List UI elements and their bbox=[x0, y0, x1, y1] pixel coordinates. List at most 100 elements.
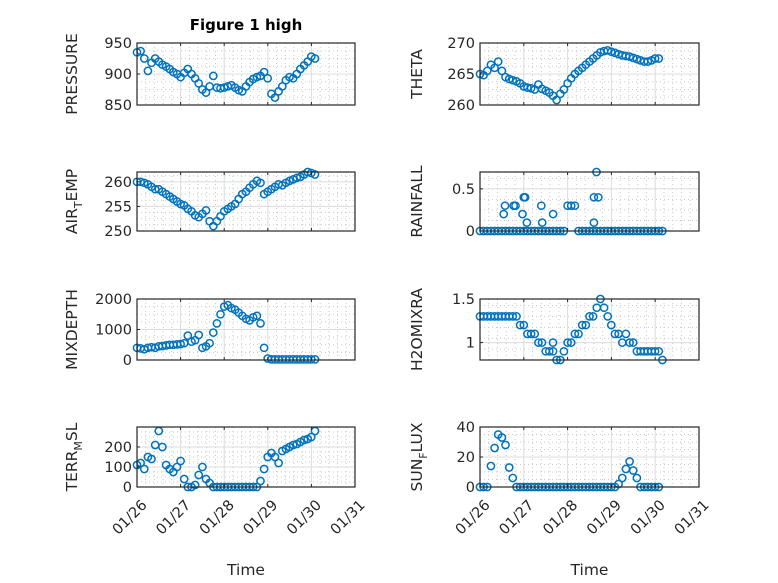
data-point bbox=[522, 218, 532, 227]
data-point bbox=[548, 209, 558, 219]
data-point bbox=[625, 338, 634, 347]
data-point bbox=[270, 93, 280, 102]
data-point bbox=[628, 338, 638, 347]
data-point bbox=[500, 201, 510, 211]
y-tick-label: 900 bbox=[104, 67, 132, 83]
data-point bbox=[563, 338, 572, 347]
data-point bbox=[310, 54, 320, 63]
subplot-h2omixra: 1 1.5 H2OMIXRA bbox=[408, 288, 700, 371]
data-point bbox=[588, 312, 598, 321]
subplot-air-temp: 250 255 260 AIRTEMP bbox=[63, 167, 356, 240]
subplot-pressure: 850 900 950 PRESSURE bbox=[63, 33, 356, 115]
data-point bbox=[650, 346, 660, 356]
data-point bbox=[606, 320, 616, 330]
data-point bbox=[577, 320, 587, 330]
y-tick-label: 950 bbox=[104, 36, 132, 52]
data-point bbox=[650, 54, 660, 63]
data-point bbox=[589, 218, 599, 227]
data-point bbox=[216, 309, 225, 319]
data-point bbox=[628, 53, 638, 63]
data-point bbox=[208, 71, 218, 81]
y-axis-label: H2OMIXRA bbox=[408, 288, 426, 371]
y-tick-label: 850 bbox=[104, 98, 132, 114]
data-point bbox=[201, 88, 211, 97]
data-point bbox=[632, 473, 642, 483]
data-point bbox=[306, 432, 316, 442]
data-point bbox=[606, 47, 616, 57]
y-tick-label: 260 bbox=[447, 98, 475, 114]
y-tick-label: 0 bbox=[123, 480, 132, 496]
y-tick-label: 260 bbox=[104, 175, 132, 191]
data-point bbox=[511, 201, 520, 211]
data-point bbox=[530, 329, 540, 339]
data-point bbox=[499, 209, 509, 219]
data-point bbox=[208, 328, 218, 337]
y-axis-label: TERRMSL bbox=[63, 422, 85, 492]
axes-box bbox=[479, 298, 700, 361]
data-point bbox=[574, 329, 583, 339]
data-point bbox=[617, 473, 627, 483]
data-point bbox=[537, 338, 547, 347]
data-point bbox=[176, 339, 185, 349]
data-point bbox=[259, 67, 269, 77]
data-point bbox=[139, 464, 149, 474]
y-axis-label: SUNFLUX bbox=[408, 422, 430, 491]
data-point bbox=[581, 320, 591, 330]
data-point bbox=[654, 54, 664, 63]
data-point bbox=[299, 435, 309, 445]
data-point bbox=[482, 66, 492, 76]
data-point bbox=[534, 338, 543, 347]
data-point bbox=[537, 218, 547, 227]
axes-background bbox=[480, 299, 699, 360]
data-point bbox=[147, 454, 156, 464]
data-point bbox=[143, 66, 153, 76]
data-point bbox=[198, 462, 207, 472]
y-axis-label: THETA bbox=[408, 49, 426, 100]
y-tick-label: 0 bbox=[123, 353, 132, 369]
y-tick-label: 2000 bbox=[95, 292, 132, 308]
data-point bbox=[593, 192, 603, 202]
data-point bbox=[277, 82, 287, 91]
data-point bbox=[274, 458, 283, 468]
data-point bbox=[504, 463, 514, 472]
data-point bbox=[515, 320, 525, 330]
data-point bbox=[536, 201, 546, 211]
data-point bbox=[150, 184, 160, 194]
data-point bbox=[508, 75, 518, 85]
data-point bbox=[490, 443, 499, 453]
data-point bbox=[508, 312, 518, 321]
figure-title: Figure 1 high bbox=[190, 16, 303, 34]
y-tick-label: 250 bbox=[104, 224, 132, 240]
data-point bbox=[526, 329, 536, 339]
data-point bbox=[259, 464, 269, 474]
data-point bbox=[205, 338, 214, 348]
axes-box bbox=[479, 171, 700, 232]
y-tick-label: 1.5 bbox=[452, 292, 475, 308]
y-tick-label: 255 bbox=[104, 199, 132, 215]
data-point bbox=[194, 330, 204, 340]
data-point bbox=[610, 329, 620, 339]
data-point bbox=[263, 73, 273, 83]
axes-box bbox=[136, 426, 356, 488]
y-tick-label: 100 bbox=[104, 460, 132, 476]
data-point bbox=[548, 338, 558, 347]
data-point bbox=[256, 178, 265, 188]
data-point bbox=[548, 346, 558, 356]
y-tick-label: 265 bbox=[447, 67, 475, 83]
data-point bbox=[292, 173, 302, 183]
data-point bbox=[599, 303, 609, 313]
subplot-rainfall: 0 0.5 RAINFALL bbox=[408, 165, 700, 240]
data-point bbox=[493, 57, 503, 66]
y-tick-label: 0 bbox=[466, 480, 475, 496]
data-point bbox=[603, 312, 613, 321]
y-tick-label: 20 bbox=[457, 450, 475, 466]
data-point bbox=[654, 346, 664, 356]
data-point bbox=[490, 63, 499, 73]
data-point bbox=[585, 312, 594, 321]
data-point bbox=[256, 319, 265, 328]
y-axis-label: RAINFALL bbox=[408, 165, 426, 238]
data-point bbox=[628, 466, 638, 475]
data-point bbox=[252, 311, 262, 321]
data-point bbox=[625, 457, 634, 466]
y-tick-label: 1 bbox=[466, 336, 475, 352]
